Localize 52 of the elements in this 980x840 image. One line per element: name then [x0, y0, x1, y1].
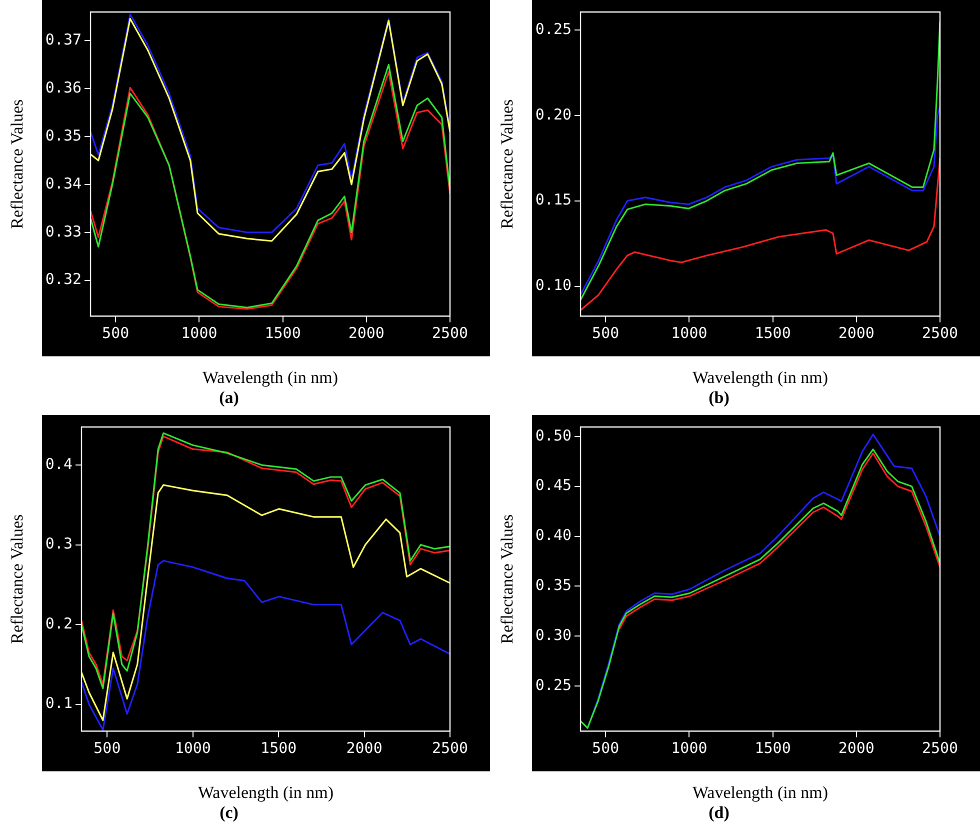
x-tick-label: 2000: [838, 324, 874, 342]
y-tick-label: 0.35: [45, 126, 82, 144]
y-tick-label: 0.20: [535, 105, 572, 124]
y-tick-label: 0.36: [45, 78, 82, 97]
y-tick-label: 0.3: [45, 534, 72, 553]
y-tick-label: 0.25: [535, 20, 572, 38]
x-tick-label: 500: [592, 324, 620, 342]
x-tick-label: 2500: [432, 324, 468, 342]
x-tick-label: 2000: [838, 739, 874, 758]
y-tick-label: 0.45: [535, 476, 572, 494]
y-tick-label: 0.25: [535, 676, 572, 694]
y-tick-label: 0.35: [535, 576, 572, 594]
x-tick-label: 2500: [922, 324, 958, 342]
x-tick-label: 500: [102, 324, 130, 342]
y-tick-label: 0.10: [535, 276, 572, 294]
y-tick-label: 0.34: [45, 174, 82, 192]
text: (b): [708, 388, 730, 408]
y-axis-title: Reflectance Values: [498, 514, 517, 644]
x-tick-label: 1500: [260, 739, 297, 758]
x-tick-label: 1000: [671, 739, 708, 758]
y-tick-label: 0.15: [535, 190, 572, 209]
y-tick-label: 0.37: [45, 30, 82, 49]
x-tick-label: 1500: [264, 324, 301, 342]
y-tick-label: 0.30: [535, 626, 572, 644]
x-tick-label: 2500: [922, 739, 958, 758]
x-tick-label: 500: [592, 739, 620, 758]
y-tick-label: 0.50: [535, 426, 572, 444]
x-tick-label: 2000: [346, 739, 382, 758]
y-tick-label: 0.1: [45, 694, 72, 712]
y-tick-label: 0.33: [45, 222, 82, 240]
x-tick-label: 1500: [754, 739, 791, 758]
y-axis-title: Reflectance Values: [8, 514, 27, 644]
x-axis-title: Wavelength (in nm): [692, 782, 828, 802]
y-tick-label: 0.4: [45, 454, 72, 473]
x-tick-label: 1000: [174, 739, 211, 758]
y-tick-label: 0.40: [535, 526, 572, 544]
x-axis-title: Wavelength (in nm): [198, 782, 334, 802]
text: (c): [220, 803, 238, 822]
text: (d): [708, 803, 730, 822]
x-axis-title: Wavelength (in nm): [202, 368, 338, 387]
x-tick-label: 1500: [754, 324, 791, 342]
x-tick-label: 500: [94, 739, 121, 758]
text: (a): [219, 388, 239, 408]
y-axis-title: Reflectance Values: [8, 99, 27, 229]
y-tick-label: 0.32: [45, 270, 82, 288]
x-tick-label: 1000: [181, 324, 218, 342]
y-axis-title: Reflectance Values: [498, 99, 517, 229]
x-tick-label: 2500: [432, 739, 468, 758]
y-tick-label: 0.2: [45, 614, 72, 632]
x-tick-label: 1000: [671, 324, 708, 342]
x-tick-label: 2000: [348, 324, 384, 342]
x-axis-title: Wavelength (in nm): [692, 368, 828, 387]
